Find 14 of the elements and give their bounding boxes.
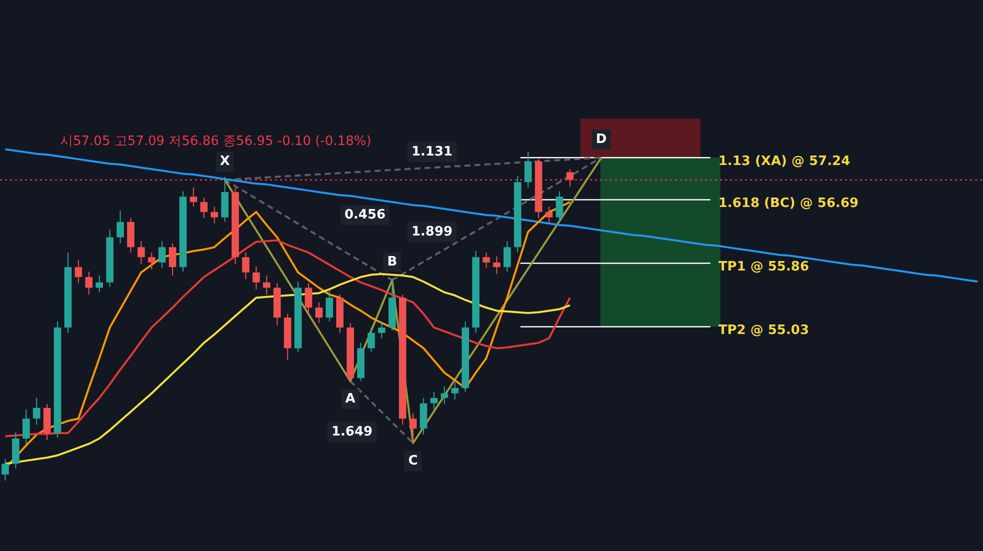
data-label: B	[387, 254, 398, 270]
data-label: X	[220, 154, 230, 170]
annotation: 1.649	[331, 424, 373, 440]
annotation: 1.131	[411, 144, 453, 160]
annotation: 0.456	[344, 207, 386, 222]
ref-line-label: 1.13 (XA) @ 57.24	[718, 154, 850, 170]
data-label: C	[408, 453, 418, 468]
annotation: 1.899	[411, 224, 453, 240]
ref-line-label: TP1 @ 55.86	[718, 260, 810, 275]
ref-line-label: TP2 @ 55.03	[718, 323, 810, 338]
data-label: A	[345, 391, 356, 406]
data-label: D	[596, 132, 607, 148]
text: 시57.05 고57.09 저56.86 종56.95 -0.10 (-0.18%)	[60, 133, 372, 150]
ref-line-label: 1.618 (BC) @ 56.69	[718, 196, 859, 212]
